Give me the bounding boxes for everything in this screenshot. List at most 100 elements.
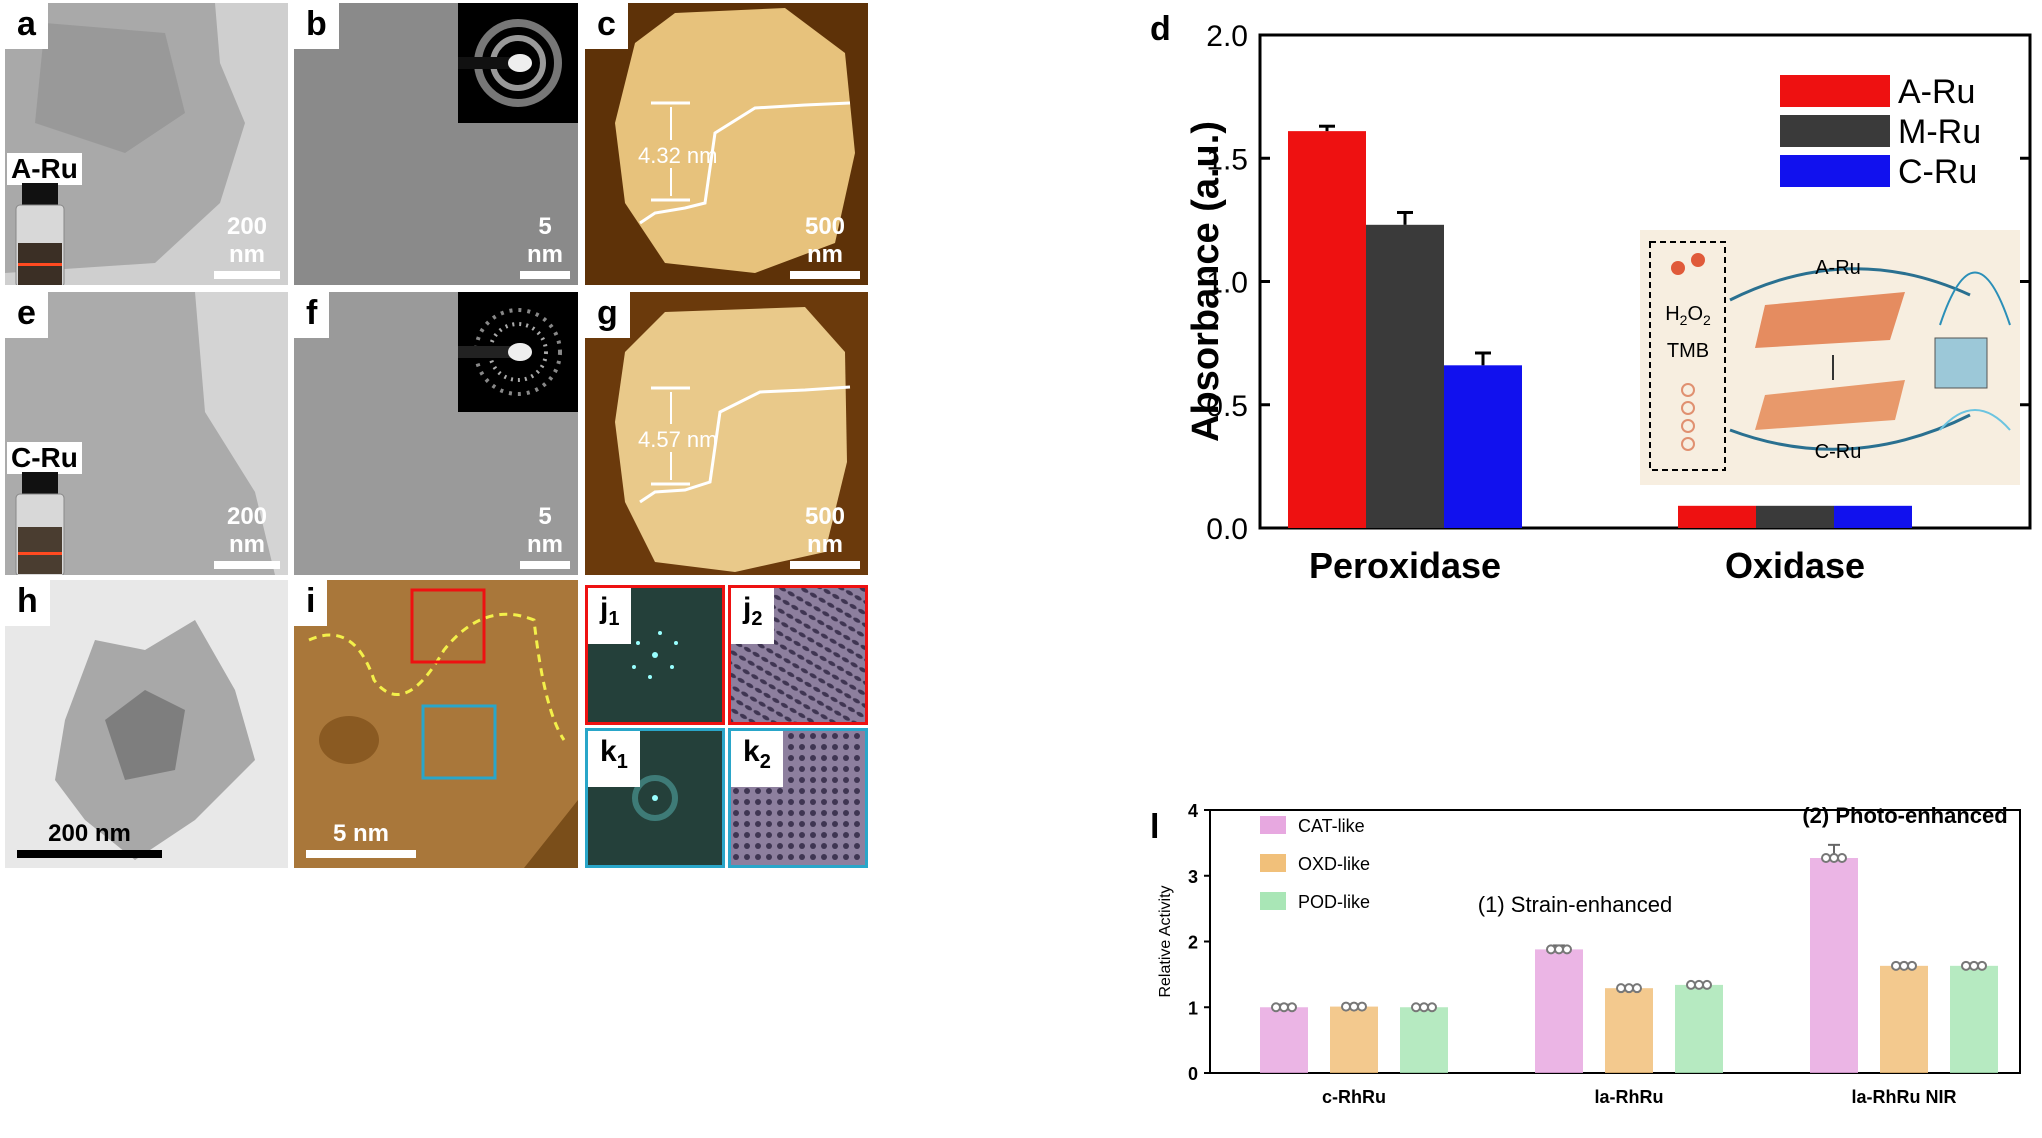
afm-flake (585, 3, 868, 285)
scale-bar: 5 nm (520, 503, 570, 569)
chart-l-legend: CAT-like OXD-like POD-like (1260, 816, 1370, 912)
scale-bar: 500 nm (790, 213, 860, 279)
panel-f-hrtem-image: f 5 nm (294, 292, 578, 575)
legend-label: A-Ru (1898, 73, 1975, 111)
y-tick-label: 2 (1188, 933, 1198, 953)
x-tick-label: c-RhRu (1322, 1087, 1386, 1107)
molecule-icon (1671, 261, 1685, 275)
scale-bar-label: 500 nm (804, 503, 846, 558)
bar-M-Ru-Peroxidase (1366, 224, 1444, 528)
panel-label-l: l (1150, 808, 1159, 846)
inset-reagent-tmb: TMB (1667, 340, 1709, 362)
legend-label: C-Ru (1898, 153, 1977, 191)
panel-label: k2 (731, 731, 783, 787)
y-tick-label: 3 (1188, 867, 1198, 887)
data-point (1287, 1002, 1297, 1013)
legend-label: CAT-like (1298, 816, 1365, 836)
height-label: 4.57 nm (638, 427, 718, 452)
x-tick-label: Peroxidase (1309, 545, 1501, 586)
data-point (1632, 983, 1642, 994)
chart-l-axes: 0 1 2 3 4 Relative Activity c-RhRu la-RhRu la-Rh… (1150, 801, 2021, 1107)
y-tick-label: 0 (1188, 1064, 1198, 1084)
data-point (1554, 944, 1564, 955)
legend-swatch (1780, 155, 1890, 187)
fft-pattern (632, 631, 678, 679)
data-point (1427, 1002, 1437, 1013)
panel-e-tem-image: e C-Ru 200 nm (5, 292, 288, 575)
y-tick-label: 0.0 (1206, 513, 1248, 546)
bar-M-Ru-Oxidase (1756, 505, 1834, 528)
inset-label-top: A-Ru (1815, 257, 1861, 279)
bar-OXD-like-c-RhRu (1330, 1006, 1378, 1073)
saed-pattern-inset (458, 292, 578, 412)
scale-bar: 200 nm (214, 213, 280, 279)
y-axis-title: Absorbance (a.u.) (1185, 121, 1227, 442)
fft-pattern (632, 775, 678, 821)
legend-label: OXD-like (1298, 854, 1370, 874)
data-point (1562, 944, 1572, 955)
panel-k2-filtered: k2 (728, 728, 868, 868)
panel-c-afm-image: c 4.32 nm 500 nm (585, 3, 868, 285)
vial-icon (15, 472, 65, 575)
panel-b-hrtem-image: b 5 nm (294, 3, 578, 285)
data-point (1899, 960, 1909, 971)
panel-label: a (5, 3, 48, 49)
data-point (1686, 979, 1696, 990)
panel-label: j2 (731, 588, 775, 644)
panel-label: e (5, 292, 48, 338)
legend-swatch (1780, 115, 1890, 147)
scale-bar-label: 5 nm (527, 213, 563, 268)
bar-CAT-like-la-RhRu NIR (1810, 857, 1858, 1073)
molecule-icon (1681, 383, 1695, 397)
chart-d-legend: A-RuM-RuC-Ru (1780, 73, 1981, 191)
height-label: 4.32 nm (638, 143, 718, 168)
x-tick-label: la-RhRu NIR (1852, 1087, 1957, 1107)
arrow-bottom (1729, 413, 1971, 451)
legend-swatch (1260, 816, 1286, 834)
molecule-icon (1691, 253, 1705, 267)
data-point (1977, 960, 1987, 971)
nanosheet-top (1755, 292, 1905, 348)
scale-bar: 200 nm (214, 503, 280, 569)
bar-OXD-like-la-RhRu (1605, 988, 1653, 1073)
data-point (1702, 979, 1712, 990)
hrtem-texture (294, 580, 578, 868)
tem-flower (5, 580, 288, 868)
absorbance-peak-low (1939, 409, 2011, 431)
sample-label: C-Ru (7, 442, 82, 474)
data-point (1694, 979, 1704, 990)
scale-bar: 5 nm (306, 820, 416, 858)
bar-POD-like-la-RhRu (1675, 984, 1723, 1073)
scale-bar-label: 500 nm (804, 213, 846, 268)
sample-label: A-Ru (7, 153, 82, 185)
panel-label: j1 (588, 588, 632, 644)
data-point (1349, 1001, 1359, 1012)
bar-POD-like-la-RhRu NIR (1950, 965, 1998, 1073)
scale-bar-label: 200 nm (226, 503, 268, 558)
scale-bar: 5 nm (520, 213, 570, 279)
panel-label: k1 (588, 731, 640, 787)
legend-swatch (1260, 892, 1286, 910)
bar-C-Ru-Oxidase (1834, 505, 1912, 528)
panel-label: i (294, 580, 328, 626)
data-point (1271, 1002, 1281, 1013)
vial-photo (1934, 337, 1988, 389)
panel-label: c (585, 3, 628, 49)
data-point (1411, 1002, 1421, 1013)
y-axis-title: Relative Activity (1157, 885, 1174, 997)
y-tick-label: 4 (1188, 801, 1198, 821)
panel-label: b (294, 3, 339, 49)
annotation-strain: (1) Strain-enhanced (1478, 892, 1672, 917)
panel-k1-fft: k1 (585, 728, 725, 868)
bar-POD-like-c-RhRu (1400, 1007, 1448, 1073)
panel-j1-fft: j1 (585, 585, 725, 725)
data-point (1961, 960, 1971, 971)
absorbance-peak-high (1939, 271, 2011, 326)
scale-bar-label: 200 nm (226, 213, 268, 268)
y-tick-label: 1.0 (1206, 267, 1248, 300)
legend-swatch (1260, 854, 1286, 872)
scale-bar-label: 200 nm (48, 820, 131, 847)
data-point (1546, 944, 1556, 955)
data-point (1821, 852, 1831, 863)
data-point (1837, 852, 1847, 863)
